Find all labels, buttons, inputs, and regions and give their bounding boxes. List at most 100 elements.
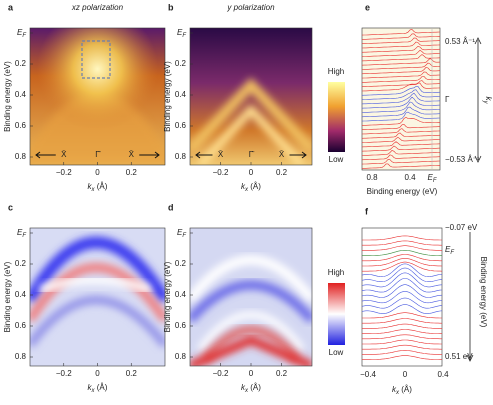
- edc-curve: [361, 92, 441, 105]
- label-part: y: [482, 100, 488, 105]
- side-label: −0.07 eV: [445, 223, 478, 232]
- label-part: (Å): [95, 182, 108, 191]
- edc-curve: [361, 117, 441, 126]
- x-tick-label: 0: [95, 369, 100, 378]
- label-part: (Å): [95, 383, 108, 392]
- x-tick-label: 0: [95, 168, 100, 177]
- edc-curve: [362, 339, 442, 345]
- label-part: x: [91, 187, 96, 193]
- x-tick-label: 0: [249, 168, 254, 177]
- label-part: F: [22, 33, 26, 39]
- arrow-head: [466, 354, 474, 362]
- edc-curve: [362, 344, 442, 350]
- x-axis-label: kx (Å): [241, 182, 261, 192]
- edc-curve: [361, 82, 441, 92]
- edc-curve: [362, 245, 442, 251]
- label-part: E: [17, 28, 23, 37]
- label-part: k: [241, 182, 246, 191]
- label-part: F: [450, 250, 454, 256]
- y-tick-label: EF: [177, 228, 186, 238]
- y-tick-label: 0.2: [15, 259, 27, 268]
- label-part: E: [17, 228, 23, 237]
- side-axis-label: ky: [482, 97, 492, 105]
- colorbar-label: Low: [329, 155, 344, 164]
- x-tick-label: −0.2: [56, 168, 72, 177]
- x-tick-label: −0.4: [360, 370, 376, 379]
- y-axis-label: Binding energy (eV): [163, 61, 172, 132]
- edc-curve: [361, 159, 441, 165]
- side-axis-label: Binding energy (eV): [479, 257, 488, 328]
- label-part: x: [91, 388, 96, 394]
- label-part: k: [392, 385, 397, 394]
- label-part: F: [182, 233, 186, 239]
- label-part: x: [244, 187, 249, 193]
- y-tick-label: 0.4: [15, 90, 27, 99]
- label-part: k: [241, 383, 246, 392]
- edc-curve: [361, 284, 443, 298]
- y-tick-label: 0.4: [15, 290, 27, 299]
- annotation: X̄: [61, 150, 67, 159]
- edc-curve: [361, 154, 441, 161]
- label-part: (Å): [399, 385, 412, 394]
- label-part: F: [182, 33, 186, 39]
- arpes-image: [190, 28, 312, 165]
- edc-curve: [362, 235, 442, 241]
- label-part: E: [177, 228, 183, 237]
- y-tick-label: 0.8: [15, 352, 27, 361]
- x-tick-label: −0.2: [213, 369, 229, 378]
- label-part: E: [177, 28, 183, 37]
- side-label: Γ: [445, 95, 450, 104]
- axes-frame: [361, 227, 443, 367]
- edc-curve: [361, 106, 441, 118]
- label-part: (Å): [248, 182, 261, 191]
- edc-curve: [361, 150, 441, 156]
- edc-curve: [361, 145, 441, 152]
- edc-curve: [361, 272, 443, 288]
- edc-curve: [361, 45, 441, 53]
- panel-letter: a: [8, 2, 14, 12]
- edc-curve: [361, 128, 441, 135]
- edc-curve: [361, 297, 443, 309]
- annotation: X̄: [129, 150, 135, 159]
- x-tick-label: 0.2: [276, 168, 288, 177]
- edc-curve: [361, 263, 443, 278]
- x-tick-label: −0.2: [213, 168, 229, 177]
- y-tick-label: 0.6: [175, 121, 187, 130]
- side-label: −0.53 Å⁻¹: [445, 155, 480, 164]
- curvature-image: [30, 228, 165, 366]
- edc-curve: [361, 123, 441, 130]
- x-tick-label: 0.4: [437, 370, 449, 379]
- panel-letter: f: [365, 206, 369, 216]
- x-tick-label: −0.2: [56, 369, 72, 378]
- edc-curve: [361, 86, 441, 96]
- edc-curve: [361, 278, 443, 293]
- edc-curve: [362, 355, 442, 360]
- x-axis-label: kx (Å): [88, 383, 108, 393]
- edc-curve: [362, 350, 442, 355]
- edc-curve: [361, 49, 441, 57]
- x-axis-label: kx (Å): [392, 385, 412, 395]
- side-label: 0.53 Å⁻¹: [445, 37, 475, 46]
- edc-curve: [361, 136, 441, 143]
- edc-curve: [361, 101, 441, 113]
- y-axis-label: Binding energy (eV): [3, 61, 12, 132]
- label-part: E: [445, 245, 451, 254]
- x-tick-label: 0.2: [126, 369, 138, 378]
- y-axis-label: Binding energy (eV): [163, 261, 172, 332]
- edc-curve: [362, 323, 442, 329]
- edc-curve: [361, 54, 441, 62]
- side-label: EF: [445, 245, 454, 255]
- y-tick-label: 0.4: [175, 290, 187, 299]
- y-tick-label: 0.6: [15, 321, 27, 330]
- edc-curve: [361, 80, 441, 87]
- annotation: X̄: [218, 150, 224, 159]
- annotation-arrow: [35, 151, 160, 159]
- x-tick-label: 0.8: [366, 173, 378, 182]
- edc-curve: [361, 111, 441, 122]
- panel-letter: e: [365, 2, 370, 12]
- edc-curve: [361, 33, 441, 40]
- y-tick-label: 0.6: [15, 121, 27, 130]
- edc-curve: [361, 76, 441, 83]
- edc-curve: [362, 329, 442, 334]
